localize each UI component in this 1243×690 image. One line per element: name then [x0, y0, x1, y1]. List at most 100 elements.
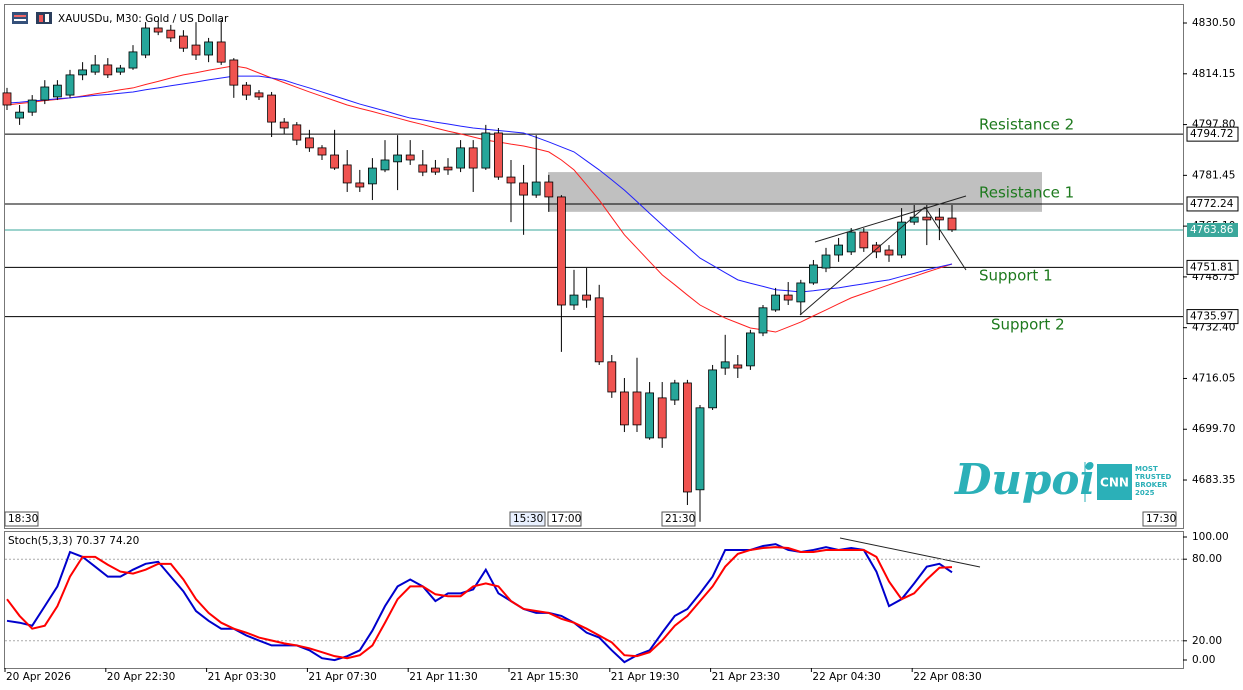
candle-body [746, 332, 755, 367]
candle-body [708, 369, 717, 409]
icon [45, 14, 49, 22]
trend-line [799, 206, 926, 316]
candle-body [569, 294, 579, 306]
stoch-title: Stoch(5,3,3) 70.37 74.20 [8, 535, 139, 547]
annotation: Support 1 [979, 267, 1053, 285]
candle-body [468, 147, 478, 169]
moving-average [6, 65, 953, 333]
time-label-box [4, 511, 39, 527]
candle-body [456, 147, 466, 169]
trend-drawings [799, 195, 981, 568]
level-box [1186, 309, 1239, 325]
candle-body [657, 397, 667, 439]
candle-body [519, 182, 528, 196]
candle-body [78, 69, 87, 76]
y-tick-label: 4732.40 [1192, 322, 1235, 334]
candle-body [90, 64, 100, 73]
icon [14, 19, 26, 21]
level-box [1186, 196, 1239, 212]
candle-body [53, 84, 62, 98]
candle-body [846, 231, 856, 253]
candle-body [821, 254, 831, 269]
sr-zone [548, 172, 1042, 212]
candle-body [720, 361, 730, 369]
candle-body [128, 51, 138, 69]
logo-line: TRUSTED [1135, 473, 1171, 481]
candle-body [531, 181, 541, 196]
candle-body [355, 182, 365, 188]
candle-body [506, 176, 516, 184]
candle-body [229, 59, 239, 86]
y-tick-label: 100.00 [1192, 531, 1229, 543]
level-label: 4735.97 [1190, 311, 1233, 323]
icon [14, 15, 26, 17]
y-tick-label: 4699.70 [1192, 423, 1235, 435]
candle-body [141, 27, 151, 56]
candle-body [493, 132, 503, 178]
candle-body [191, 44, 201, 56]
stoch-line [6, 546, 953, 660]
candle-body [342, 164, 352, 184]
time-label-box [1142, 511, 1177, 527]
icon [36, 12, 52, 24]
candle-body [733, 364, 743, 369]
candle-body [380, 159, 390, 171]
candle-body [897, 221, 906, 256]
candle-body [443, 166, 453, 171]
candle-body [304, 137, 314, 149]
candle-body [620, 391, 629, 426]
candle-body [884, 249, 894, 256]
icon [39, 15, 43, 22]
bid-box [1187, 222, 1238, 237]
zone-layer [548, 172, 1042, 212]
logo-badge-text: CNN [1100, 476, 1129, 490]
candle-body [267, 94, 277, 123]
candle-body [594, 297, 604, 363]
level-label: 4772.24 [1190, 198, 1234, 210]
candle-body [430, 167, 440, 173]
candle-body [40, 86, 50, 101]
candle-body [317, 147, 327, 156]
candle-body [330, 154, 340, 169]
level-box [1186, 259, 1239, 275]
icon [12, 12, 28, 24]
time-label-box [547, 511, 582, 527]
main-panel [4, 4, 1184, 529]
candle-body [153, 27, 163, 33]
trend-line [839, 537, 981, 568]
candle-body [254, 92, 264, 98]
candle-body [241, 84, 251, 96]
y-tick-label: 4683.35 [1192, 474, 1235, 486]
trend-line [814, 195, 967, 243]
candle-body [367, 167, 377, 185]
time-label: 17:00 [551, 513, 581, 525]
x-tick-label: 21 Apr 19:30 [611, 671, 679, 683]
ma-layer [6, 65, 953, 333]
candle-body [27, 99, 37, 113]
candle-body [65, 74, 75, 96]
logo: Dupoin CNN MOST TRUSTED BROKER 2025 [954, 455, 1171, 504]
candle-body [796, 282, 806, 303]
time-label: 15:30 [513, 513, 543, 525]
x-tick-label: 21 Apr 23:30 [712, 671, 780, 683]
trend-line [924, 206, 967, 271]
time-label-box [509, 511, 546, 527]
logo-badge [1097, 464, 1132, 500]
candle-body [544, 181, 554, 198]
time-label-box [661, 511, 696, 527]
stoch-line [6, 543, 953, 664]
x-tick-label: 21 Apr 07:30 [308, 671, 376, 683]
candle-body [607, 361, 617, 393]
x-tick-label: 22 Apr 08:30 [913, 671, 981, 683]
logo-line: BROKER [1135, 481, 1168, 489]
candle-body [859, 231, 869, 249]
level-label: 4794.72 [1190, 128, 1233, 140]
y-tick-label: 4716.05 [1192, 372, 1235, 384]
candle-body [557, 196, 566, 306]
candle-body [292, 124, 302, 141]
candle-body [909, 216, 919, 223]
candle-body [783, 294, 793, 301]
candle-body [103, 64, 113, 76]
y-tick-label: 20.00 [1192, 635, 1222, 647]
